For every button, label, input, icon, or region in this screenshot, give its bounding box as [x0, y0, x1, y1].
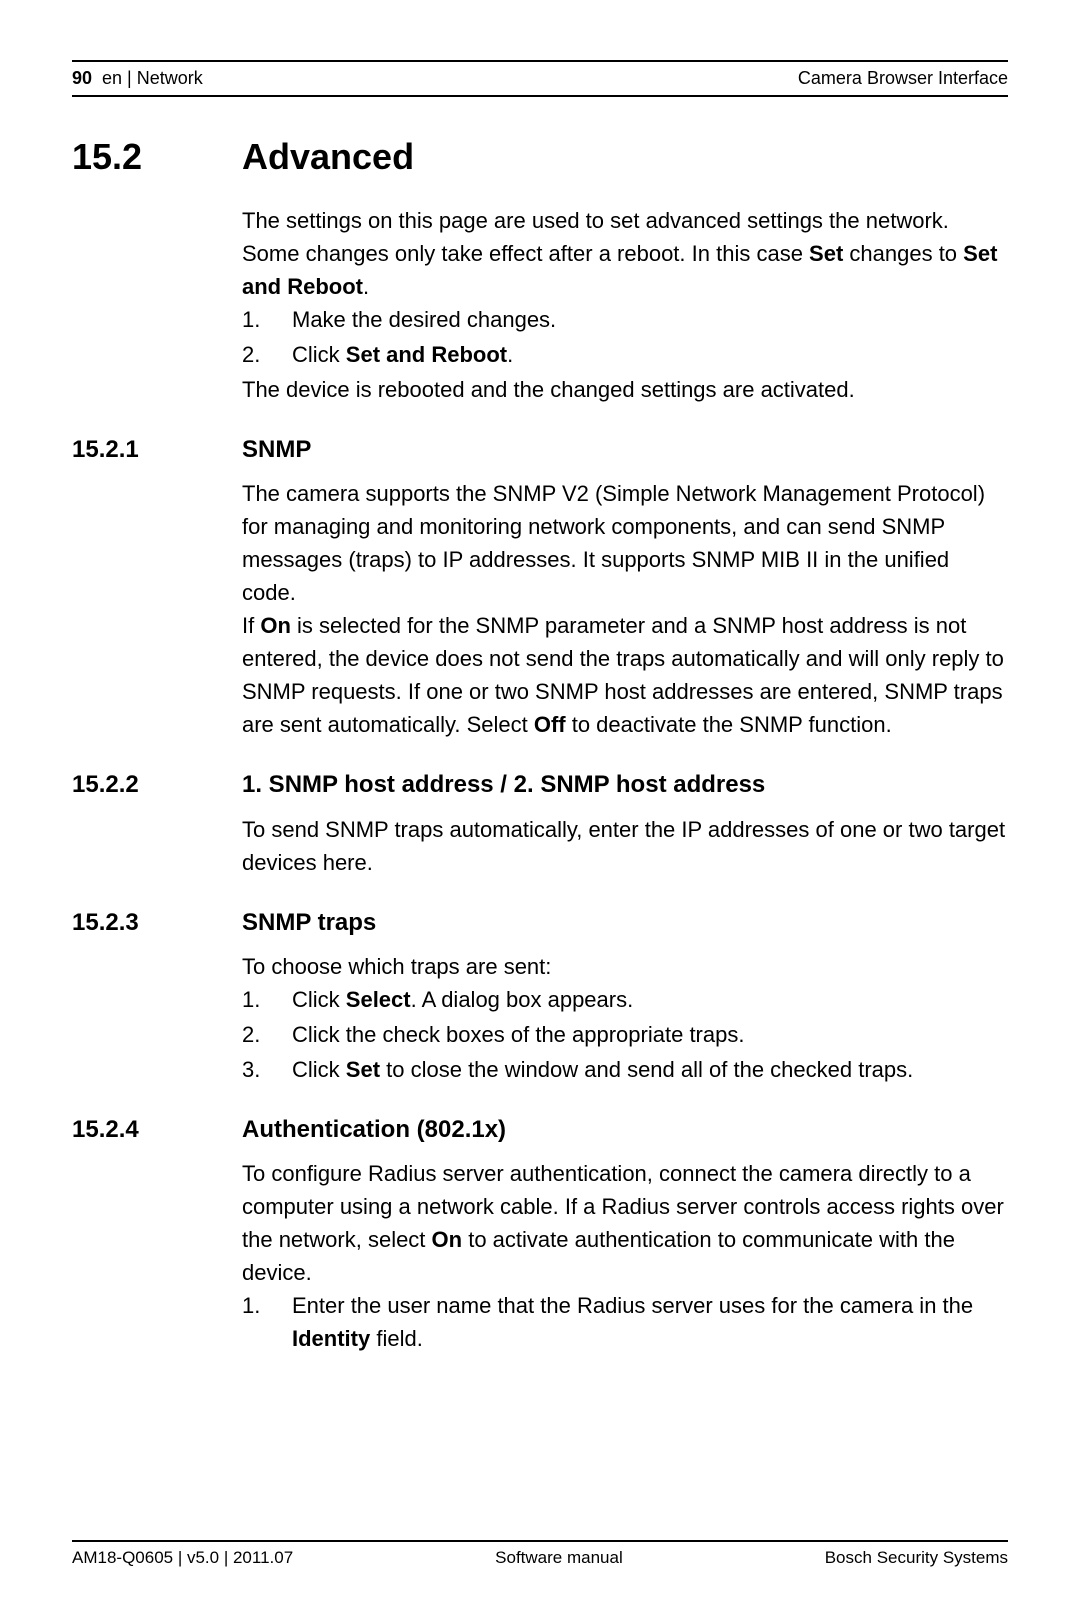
paragraph: To choose which traps are sent: — [242, 950, 1008, 983]
list-text: Click Select. A dialog box appears. — [292, 983, 1008, 1016]
subsection-title: SNMP traps — [242, 907, 1008, 938]
list-number: 1. — [242, 1289, 292, 1355]
page-header: 90 en | Network Camera Browser Interface — [72, 60, 1008, 97]
list-number: 3. — [242, 1053, 292, 1086]
list-item: 1. Make the desired changes. — [242, 303, 1008, 336]
section-intro: The settings on this page are used to se… — [242, 204, 1008, 303]
footer-right: Bosch Security Systems — [825, 1548, 1008, 1568]
subsection-number: 15.2.4 — [72, 1114, 242, 1145]
list-number: 1. — [242, 303, 292, 336]
section-title: Advanced — [242, 135, 1008, 178]
page-footer: AM18-Q0605 | v5.0 | 2011.07 Software man… — [72, 1540, 1008, 1568]
paragraph: The camera supports the SNMP V2 (Simple … — [242, 477, 1008, 609]
list-text: Enter the user name that the Radius serv… — [292, 1289, 1008, 1355]
list-text: Click Set and Reboot. — [292, 338, 1008, 371]
list-item: 1. Click Select. A dialog box appears. — [242, 983, 1008, 1016]
list-number: 1. — [242, 983, 292, 1016]
paragraph: To send SNMP traps automatically, enter … — [242, 813, 1008, 879]
list-text: Click the check boxes of the appropriate… — [292, 1018, 1008, 1051]
list-item: 2. Click the check boxes of the appropri… — [242, 1018, 1008, 1051]
list-text: Click Set to close the window and send a… — [292, 1053, 1008, 1086]
subsection-number: 15.2.1 — [72, 434, 242, 465]
footer-center: Software manual — [495, 1548, 623, 1568]
subsection-number: 15.2.3 — [72, 907, 242, 938]
subsection-title: Authentication (802.1x) — [242, 1114, 1008, 1145]
section-outro: The device is rebooted and the changed s… — [242, 373, 1008, 406]
paragraph: If On is selected for the SNMP parameter… — [242, 609, 1008, 741]
header-product: Camera Browser Interface — [798, 68, 1008, 89]
list-item: 3. Click Set to close the window and sen… — [242, 1053, 1008, 1086]
footer-left: AM18-Q0605 | v5.0 | 2011.07 — [72, 1548, 293, 1568]
subsection-number: 15.2.2 — [72, 769, 242, 800]
subsection-title: 1. SNMP host address / 2. SNMP host addr… — [242, 769, 1008, 800]
list-number: 2. — [242, 338, 292, 371]
list-number: 2. — [242, 1018, 292, 1051]
list-item: 2. Click Set and Reboot. — [242, 338, 1008, 371]
list-text: Make the desired changes. — [292, 303, 1008, 336]
paragraph: To configure Radius server authenticatio… — [242, 1157, 1008, 1289]
section-number: 15.2 — [72, 135, 242, 178]
page-number: 90 — [72, 68, 92, 89]
subsection-title: SNMP — [242, 434, 1008, 465]
breadcrumb: en | Network — [102, 68, 203, 89]
list-item: 1. Enter the user name that the Radius s… — [242, 1289, 1008, 1355]
